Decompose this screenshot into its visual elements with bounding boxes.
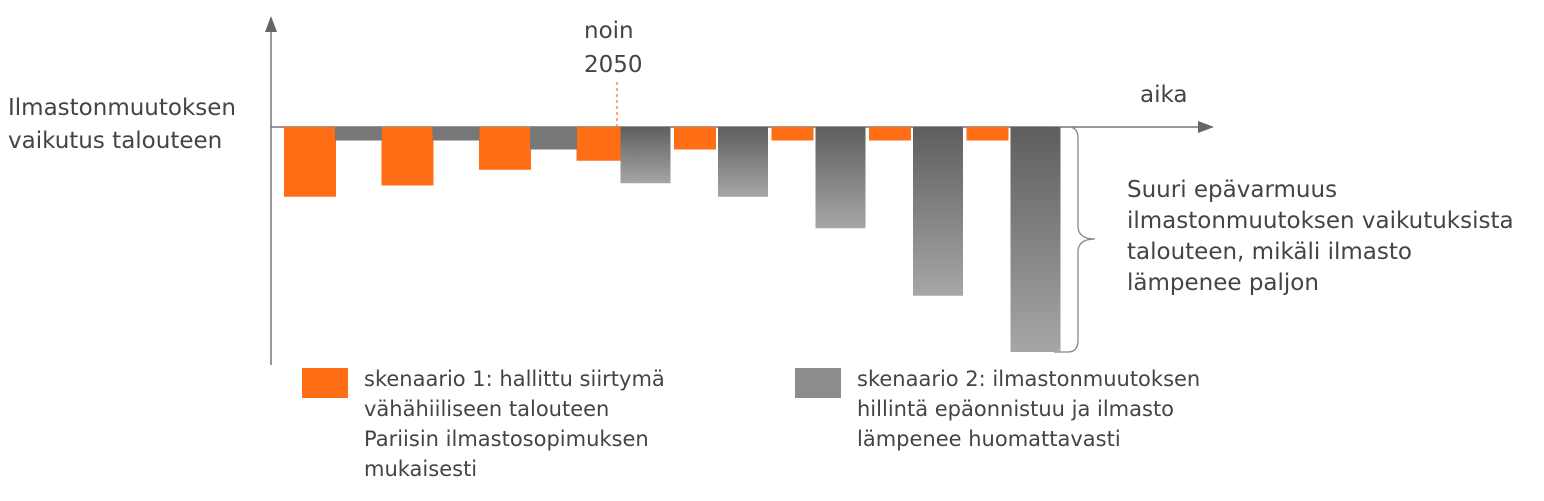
y-axis-arrow-icon [265,16,277,32]
year-marker-label-line: 2050 [584,52,643,78]
y-axis-label-line: Ilmastonmuutoksen [8,95,237,121]
bar-scenario-1-7 [869,127,911,141]
bar-scenario-1-4 [576,127,629,161]
bar-scenario-2-2 [432,127,480,141]
year-marker-label: noin 2050 [584,14,643,82]
year-marker-label-line: noin [584,18,634,44]
y-axis-label-line: vaikutus talouteen [8,128,223,154]
bar-scenario-1-2 [381,127,434,186]
bar-scenario-2-5 [718,127,768,197]
bar-scenario-2-8 [1010,127,1061,352]
bar-scenario-2-7 [913,127,963,296]
legend-label-line: mukaisesti [364,457,478,481]
bar-scenario-1-8 [966,127,1009,141]
x-axis-label: aika [1140,82,1188,108]
legend-label-line: Pariisin ilmastosopimuksen [364,427,649,451]
legend-item-scenario-1: skenaario 1: hallittu siirtymä vähähiili… [302,364,665,484]
legend-label-line: skenaario 1: hallittu siirtymä [364,367,665,391]
legend-label-line: vähähiiliseen talouteen [364,397,610,421]
legend-swatch-orange [302,368,348,398]
legend-item-scenario-2: skenaario 2: ilmastonmuutoksen hillintä … [795,364,1200,454]
bar-scenario-1-3 [479,127,531,170]
bar-scenario-2-4 [620,127,671,184]
annotation-line: ilmastonmuutoksen vaikutuksista [1127,208,1514,234]
legend-label-line: lämpenee huomattavasti [857,427,1121,451]
legend-label-line: skenaario 2: ilmastonmuutoksen [857,367,1201,391]
x-axis-arrow-icon [1198,121,1214,133]
legend-swatch-grey [795,368,841,398]
legend-label: skenaario 1: hallittu siirtymä vähähiili… [364,364,665,484]
bar-scenario-2-3 [530,127,577,150]
uncertainty-annotation: Suuri epävarmuus ilmastonmuutoksen vaiku… [1127,175,1514,299]
annotation-line: talouteen, mikäli ilmasto [1127,239,1412,265]
annotation-line: lämpenee paljon [1127,270,1319,296]
bar-scenario-2-1 [335,127,382,141]
uncertainty-brace [1054,126,1096,353]
legend-label-line: hillintä epäonnistuu ja ilmasto [857,397,1175,421]
bar-scenario-1-5 [674,127,716,150]
bar-scenario-1-1 [284,127,336,197]
bar-scenario-1-6 [771,127,814,141]
y-axis-label: Ilmastonmuutoksen vaikutus talouteen [8,92,236,158]
legend-label: skenaario 2: ilmastonmuutoksen hillintä … [857,364,1200,454]
bar-scenario-2-6 [815,127,866,229]
annotation-line: Suuri epävarmuus [1127,177,1338,203]
